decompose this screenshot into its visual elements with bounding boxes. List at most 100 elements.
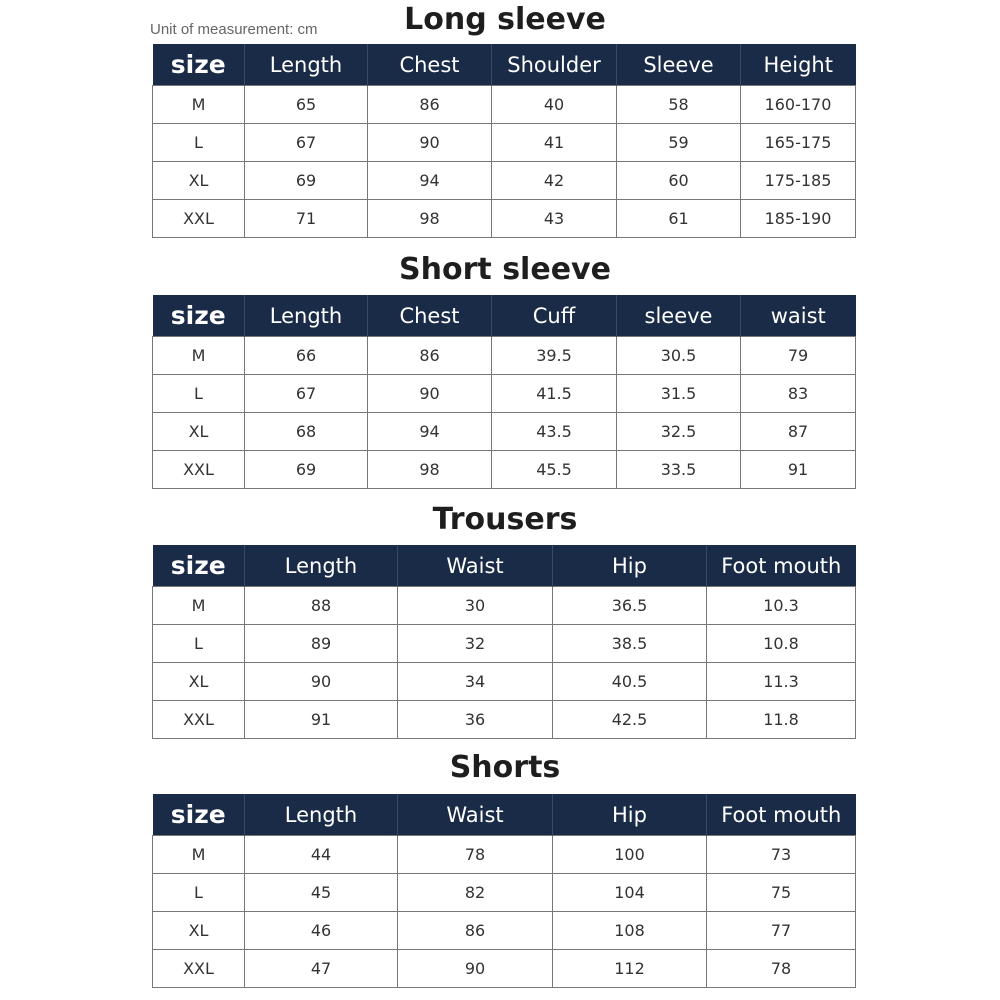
table-cell: XL — [152, 911, 245, 950]
table-cell: L — [152, 873, 245, 912]
table-cell: 46 — [244, 911, 398, 950]
table-cell: 79 — [740, 336, 856, 375]
table-cell: 11.8 — [706, 700, 856, 739]
table-cell: 36 — [397, 700, 553, 739]
unit-label: Unit of measurement: cm — [150, 21, 318, 38]
table-cell: 88 — [244, 586, 398, 625]
table-cell: 42.5 — [552, 700, 707, 739]
column-header-length: Length — [244, 794, 398, 836]
table-cell: L — [152, 624, 245, 663]
column-header-hip: Hip — [552, 794, 707, 836]
table-cell: 94 — [367, 161, 492, 200]
trousers-title: Trousers — [432, 502, 578, 537]
column-header-shoulder: Shoulder — [491, 44, 617, 86]
table-cell: 86 — [367, 336, 492, 375]
table-cell: 38.5 — [552, 624, 707, 663]
table-cell: M — [152, 85, 245, 124]
table-cell: 69 — [244, 450, 368, 489]
table-cell: XL — [152, 412, 245, 451]
table-cell: 160-170 — [740, 85, 856, 124]
table-row: M 44 78 100 73 — [152, 835, 856, 874]
table-cell: 67 — [244, 374, 368, 413]
table-cell: 98 — [367, 450, 492, 489]
table-cell: XXL — [152, 450, 245, 489]
table-cell: 94 — [367, 412, 492, 451]
table-cell: 75 — [706, 873, 856, 912]
table-row: M 66 86 39.5 30.5 79 — [152, 336, 856, 375]
short-sleeve-table: size Length Chest Cuff sleeve waist M 66 86 39.5 3… — [152, 295, 856, 489]
column-header-foot-mouth: Foot mouth — [706, 794, 856, 836]
column-header-hip: Hip — [552, 545, 707, 587]
column-header-waist: Waist — [397, 794, 553, 836]
table-cell: 90 — [397, 949, 553, 988]
header-row: size Length Waist Hip Foot mouth — [152, 794, 856, 836]
table-cell: 42 — [491, 161, 617, 200]
table-cell: 104 — [552, 873, 707, 912]
column-header-chest: Chest — [367, 44, 492, 86]
table-cell: 33.5 — [616, 450, 741, 489]
table-cell: 90 — [367, 123, 492, 162]
trousers-table: size Length Waist Hip Foot mouth M 88 30 36.5 10.… — [152, 545, 856, 739]
table-row: L 67 90 41.5 31.5 83 — [152, 374, 856, 413]
column-header-height: Height — [740, 44, 856, 86]
header-row: size Length Waist Hip Foot mouth — [152, 545, 856, 587]
table-cell: 32 — [397, 624, 553, 663]
table-cell: M — [152, 336, 245, 375]
table-cell: 40.5 — [552, 662, 707, 701]
table-cell: 47 — [244, 949, 398, 988]
table-cell: 10.3 — [706, 586, 856, 625]
table-cell: 61 — [616, 199, 741, 238]
table-row: M 88 30 36.5 10.3 — [152, 586, 856, 625]
table-cell: 41.5 — [491, 374, 617, 413]
table-cell: 32.5 — [616, 412, 741, 451]
table-cell: 11.3 — [706, 662, 856, 701]
table-cell: 175-185 — [740, 161, 856, 200]
table-cell: 30 — [397, 586, 553, 625]
table-row: L 67 90 41 59 165-175 — [152, 123, 856, 162]
table-cell: 112 — [552, 949, 707, 988]
table-cell: 31.5 — [616, 374, 741, 413]
table-cell: 78 — [397, 835, 553, 874]
table-cell: 98 — [367, 199, 492, 238]
column-header-cuff: Cuff — [491, 295, 617, 337]
table-cell: 43 — [491, 199, 617, 238]
table-cell: 67 — [244, 123, 368, 162]
table-cell: 90 — [367, 374, 492, 413]
table-row: XL 90 34 40.5 11.3 — [152, 662, 856, 701]
table-cell: L — [152, 374, 245, 413]
table-row: M 65 86 40 58 160-170 — [152, 85, 856, 124]
table-cell: XXL — [152, 700, 245, 739]
table-cell: 59 — [616, 123, 741, 162]
table-cell: 66 — [244, 336, 368, 375]
column-header-size: size — [152, 545, 245, 587]
table-cell: M — [152, 586, 245, 625]
long-sleeve-title: Long sleeve — [404, 2, 606, 37]
column-header-length: Length — [244, 545, 398, 587]
table-cell: XL — [152, 662, 245, 701]
table-cell: 82 — [397, 873, 553, 912]
table-cell: 165-175 — [740, 123, 856, 162]
table-cell: 41 — [491, 123, 617, 162]
header-row: size Length Chest Cuff sleeve waist — [152, 295, 856, 337]
table-row: XL 46 86 108 77 — [152, 911, 856, 950]
shorts-title: Shorts — [449, 750, 561, 785]
table-row: XL 69 94 42 60 175-185 — [152, 161, 856, 200]
table-cell: 10.8 — [706, 624, 856, 663]
table-row: XL 68 94 43.5 32.5 87 — [152, 412, 856, 451]
table-cell: 71 — [244, 199, 368, 238]
table-cell: 45.5 — [491, 450, 617, 489]
table-cell: 68 — [244, 412, 368, 451]
table-cell: 45 — [244, 873, 398, 912]
table-cell: 83 — [740, 374, 856, 413]
column-header-size: size — [152, 295, 245, 337]
table-cell: 65 — [244, 85, 368, 124]
table-cell: 30.5 — [616, 336, 741, 375]
column-header-waist: waist — [740, 295, 856, 337]
table-cell: 44 — [244, 835, 398, 874]
table-cell: 86 — [397, 911, 553, 950]
table-row: L 45 82 104 75 — [152, 873, 856, 912]
table-row: L 89 32 38.5 10.8 — [152, 624, 856, 663]
header-row: size Length Chest Shoulder Sleeve Height — [152, 44, 856, 86]
table-cell: 78 — [706, 949, 856, 988]
table-cell: 90 — [244, 662, 398, 701]
